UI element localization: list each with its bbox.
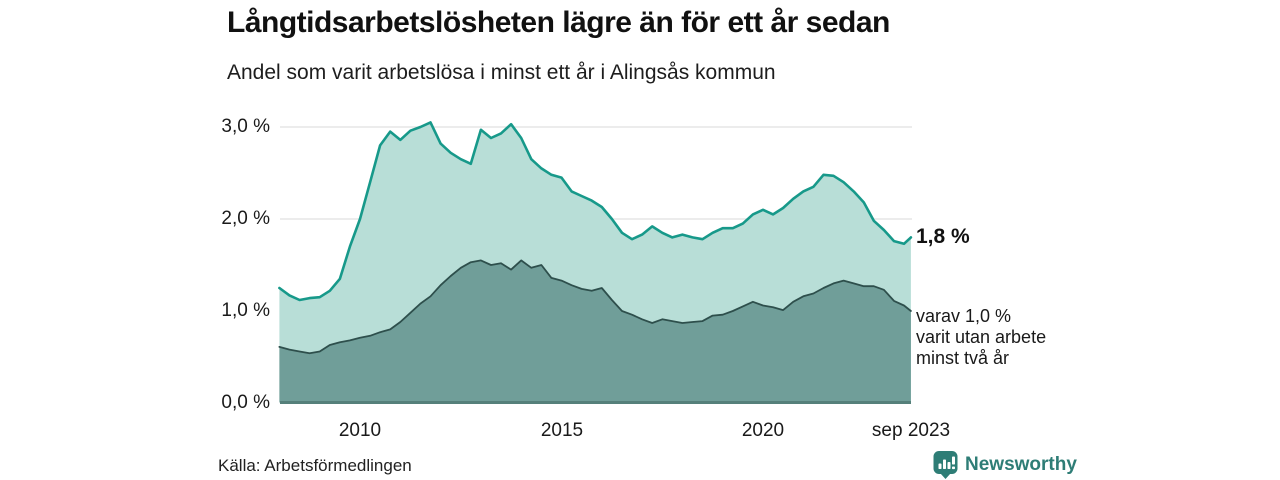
two-year-label-line2: varit utan arbete <box>916 327 1047 347</box>
chart-subtitle: Andel som varit arbetslösa i minst ett å… <box>227 61 776 84</box>
x-tick-2010: 2010 <box>338 420 382 441</box>
y-tick-2: 2,0 % <box>221 208 270 229</box>
newsworthy-logo-icon <box>933 451 958 479</box>
x-tick-2015: 2015 <box>540 420 584 441</box>
y-tick-0: 0,0 % <box>221 392 270 413</box>
two-year-label-line1: varav 1,0 % <box>916 306 1012 326</box>
two-year-line <box>278 259 912 355</box>
two-year-series-end-label: varav 1,0 % varit utan arbete minst två … <box>916 306 1046 369</box>
newsworthy-brand-link[interactable]: Newsworthy <box>933 450 1077 479</box>
y-tick-3: 3,0 % <box>221 116 270 137</box>
two-year-area <box>279 260 911 403</box>
chart-title: Långtidsarbetslösheten lägre än för ett … <box>227 6 890 39</box>
source-attribution: Källa: Arbetsförmedlingen <box>218 456 412 475</box>
y-tick-1: 1,0 % <box>221 300 270 321</box>
x-tick-sep-2023: sep 2023 <box>871 420 951 441</box>
total-series-end-label: 1,8 % <box>916 225 970 248</box>
x-tick-2020: 2020 <box>741 420 785 441</box>
total-line <box>278 121 913 302</box>
two-year-label-line3: minst två år <box>916 348 1010 368</box>
newsworthy-brand-name: Newsworthy <box>965 453 1077 475</box>
